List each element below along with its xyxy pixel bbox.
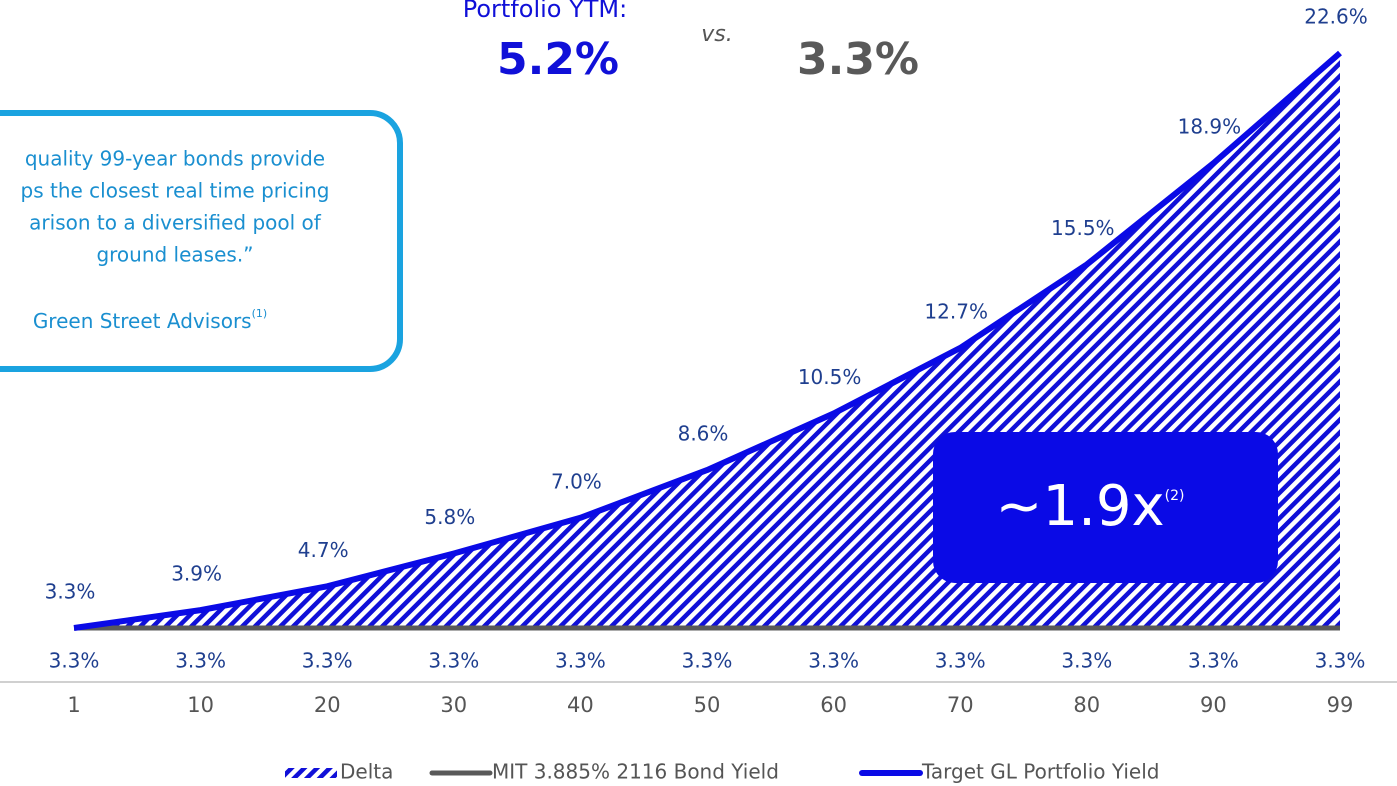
data-label: 3.3%	[682, 649, 733, 673]
data-label: 3.3%	[1315, 649, 1366, 673]
data-label: 3.3%	[302, 649, 353, 673]
source-note: (1)	[252, 307, 268, 320]
x-tick-label: 80	[1073, 693, 1100, 717]
multiple: ~1.9x(2)	[996, 474, 1185, 539]
multiple-note: (2)	[1165, 488, 1185, 504]
data-label: 3.9%	[171, 562, 222, 586]
multiple-box	[933, 432, 1278, 583]
data-label: 3.3%	[428, 649, 479, 673]
x-tick-label: 30	[440, 693, 467, 717]
callout-source: Green Street Advisors(1)	[33, 307, 267, 333]
callout-line: quality 99-year bonds provide	[25, 147, 325, 171]
data-label: 18.9%	[1178, 115, 1242, 139]
x-tick-label: 20	[314, 693, 341, 717]
legend-label: Delta	[340, 760, 393, 784]
header-bond: 3.3%	[797, 34, 919, 85]
data-label: 3.3%	[45, 580, 96, 604]
header-label: Portfolio YTM:	[463, 0, 627, 23]
data-label: 3.3%	[1061, 649, 1112, 673]
x-tick-label: 40	[567, 693, 594, 717]
multiple-text: ~1.9x	[996, 474, 1165, 539]
data-label: 22.6%	[1304, 5, 1368, 29]
x-tick-label: 1	[67, 693, 80, 717]
data-label: 15.5%	[1051, 216, 1115, 240]
x-tick-label: 90	[1200, 693, 1227, 717]
data-label: 8.6%	[678, 422, 729, 446]
legend-label: Target GL Portfolio Yield	[921, 760, 1159, 784]
legend: Delta MIT 3.885% 2116 Bond Yield Target GL…	[285, 760, 1159, 784]
series-line	[73, 50, 1342, 631]
data-label: 3.3%	[1188, 649, 1239, 673]
data-label: 10.5%	[798, 365, 862, 389]
callout-line: arison to a diversified pool of	[29, 211, 322, 235]
x-tick-label: 50	[694, 693, 721, 717]
data-label: 12.7%	[924, 299, 988, 323]
data-label: 3.3%	[935, 649, 986, 673]
callout-line: ground leases.”	[96, 243, 253, 267]
callout-box	[0, 110, 403, 372]
header-vs: vs.	[701, 22, 732, 47]
x-tick-label: 70	[947, 693, 974, 717]
legend-label: MIT 3.885% 2116 Bond Yield	[492, 760, 779, 784]
callout-line: ps the closest real time pricing	[21, 179, 330, 203]
data-label: 7.0%	[551, 469, 602, 493]
x-tick-label: 10	[187, 693, 214, 717]
header-target: 5.2%	[497, 34, 619, 85]
legend-swatch	[285, 768, 337, 778]
data-label: 3.3%	[49, 649, 100, 673]
source-text: Green Street Advisors	[33, 309, 252, 333]
data-label: 3.3%	[175, 649, 226, 673]
data-label: 3.3%	[555, 649, 606, 673]
data-label: 5.8%	[424, 505, 475, 529]
callout: quality 99-year bonds provide ps the clos…	[21, 147, 330, 267]
data-label: 3.3%	[808, 649, 859, 673]
data-label: 4.7%	[298, 538, 349, 562]
x-tick-label: 60	[820, 693, 847, 717]
x-tick-label: 99	[1327, 693, 1354, 717]
